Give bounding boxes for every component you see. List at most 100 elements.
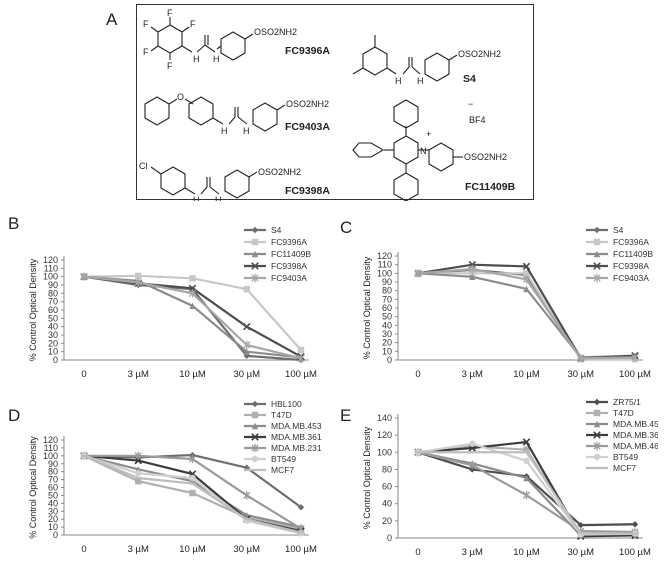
- chem-f-2: F: [190, 19, 196, 29]
- chart-b-series-4-point-2: [188, 289, 197, 298]
- chart-d-series-6-point-1: [135, 477, 142, 479]
- chart-d-series-4: [80, 451, 305, 533]
- chart-b-y-tick-label-10: 100: [43, 272, 58, 282]
- chart-b-y-tick-label-11: 110: [44, 263, 58, 273]
- chart-b-y-tick-label-7: 70: [48, 297, 58, 307]
- compound-label-s4: S4: [463, 73, 476, 85]
- chart-b-series-2-point-3: [243, 348, 250, 355]
- chart-c-y-tick-label-2: 20: [382, 338, 392, 348]
- chart-e-series-6-point-1: [469, 451, 476, 454]
- chart-e-x-tick-label-0: 0: [415, 547, 420, 558]
- fc9398a-structure: [150, 166, 258, 199]
- chart-d-legend-marker-0: [251, 400, 259, 408]
- chart-c-legend-marker-2: [593, 250, 601, 258]
- chem-cl: Cl: [139, 161, 148, 171]
- chart-d-y-tick-label-8: 80: [48, 467, 58, 477]
- chart-e-legend-marker-2: [593, 420, 601, 428]
- chart-c-series-2: [414, 270, 639, 361]
- chart-e-legend-label-1: T47D: [613, 408, 634, 418]
- chart-d-legend-label-5: BT549: [271, 454, 296, 464]
- chart-d-y-tick-label-4: 40: [48, 498, 58, 508]
- chart-d-y-tick-label-10: 100: [43, 451, 58, 461]
- chart-c-y-tick-label-9: 90: [382, 277, 392, 287]
- chart-d-legend-marker-6: [251, 469, 259, 471]
- chart-c-y-tick-label-3: 30: [382, 329, 392, 339]
- chart-e-series-5-point-1: [469, 440, 476, 447]
- chart-e-legend-marker-3: [593, 431, 601, 439]
- chart-b-y-tick-label-0: 0: [53, 355, 58, 365]
- panel-label-b: B: [8, 214, 20, 233]
- chart-b-legend-label-3: FC9398A: [271, 261, 307, 271]
- chart-e-series-0-point-1: [469, 466, 476, 473]
- chart-d-series-6-point-4: [297, 531, 305, 534]
- panel-label-d: D: [8, 406, 21, 425]
- chart-e-legend-marker-4: [593, 441, 601, 451]
- chart-e-y-tick-label-6: 120: [377, 430, 392, 440]
- chart-c-series-1: [414, 270, 639, 363]
- chart-d-legend-label-6: MCF7: [271, 465, 294, 475]
- chart-b-legend-label-1: FC9396A: [271, 237, 307, 247]
- chart-d-y-axis-title: % Control Optical Density: [28, 436, 38, 539]
- chart-b-x-tick-label-0: 0: [81, 369, 86, 380]
- chart-c-legend-label-4: FC9403A: [613, 273, 649, 283]
- chart-c-series-4-point-1: [468, 264, 476, 274]
- chart-d-y-tick-label-12: 120: [43, 435, 58, 445]
- chart-d-y-tick-label-5: 50: [48, 490, 58, 500]
- chart-c-y-tick-label-12: 120: [377, 251, 392, 261]
- chart-d-legend-label-0: HBL100: [271, 399, 302, 409]
- compound-label-fc9398a: FC9398A: [285, 185, 330, 197]
- chart-b-y-tick-label-3: 30: [48, 330, 58, 340]
- chart-d-series-1-point-2: [189, 489, 196, 497]
- chem-nh-2: H: [213, 54, 220, 64]
- chem-n-plus: N: [420, 146, 427, 156]
- chart-e-y-tick-label-1: 20: [382, 516, 392, 526]
- chart-d-series-6-point-0: [80, 454, 88, 457]
- chem-sulfamate-3: OSO2NH2: [286, 99, 329, 109]
- chart-c-legend-marker-3: [593, 262, 601, 270]
- chart-b-series-4-point-0: [80, 272, 88, 281]
- chart-c-legend-marker-0: [593, 226, 601, 234]
- chart-e-legend-label-2: MDA.MB.453: [613, 419, 658, 429]
- chart-d-series-6: [80, 454, 305, 534]
- chart-b-y-tick-label-1: 10: [48, 347, 58, 357]
- chart-d-series-5-point-2: [189, 474, 196, 482]
- chart-b-series-0: [80, 273, 305, 364]
- compound-label-fc9396a: FC9396A: [285, 45, 330, 57]
- chart-b-x-tick-label-1: 3 µM: [128, 369, 149, 380]
- chart-c-y-tick-label-4: 40: [382, 320, 392, 330]
- chart-d-x-tick-label-2: 10 µM: [179, 544, 206, 555]
- chart-c-legend-label-3: FC9398A: [613, 261, 649, 271]
- chem-f-5: F: [167, 61, 173, 71]
- chart-d-y-tick-label-0: 0: [53, 530, 58, 540]
- chart-b-series-1-point-4: [297, 346, 305, 354]
- fc11409b-structure: [352, 99, 463, 201]
- chart-c-legend-label-0: S4: [613, 225, 624, 235]
- chem-f-1: F: [167, 8, 173, 18]
- chart-e-x-tick-label-4: 100 µM: [619, 547, 651, 558]
- chart-e-series-0-point-3: [577, 521, 584, 529]
- chart-e-series-3-point-2: [522, 438, 531, 446]
- chem-plus: +: [426, 129, 431, 139]
- chart-c-y-tick-label-11: 110: [378, 260, 392, 270]
- panel-label-e: E: [340, 406, 352, 425]
- chart-e-series-6-point-3: [577, 531, 584, 534]
- panel-label-a: A: [106, 10, 118, 29]
- chart-b-y-tick-label-4: 40: [48, 322, 58, 332]
- chem-o-ether: O: [177, 92, 184, 102]
- chart-d-legend-marker-1: [251, 411, 259, 419]
- chart-c-legend-label-2: FC11409B: [613, 249, 653, 259]
- compound-label-fc11409b: FC11409B: [465, 181, 516, 193]
- chart-e-y-tick-label-5: 100: [377, 447, 392, 457]
- chart-d-legend-marker-2: [251, 422, 259, 430]
- chart-b-legend-label-2: FC11409B: [271, 249, 311, 259]
- chart-c-y-tick-label-5: 50: [382, 312, 392, 322]
- chem-nh-3: H: [395, 76, 402, 86]
- chart-c-x-tick-label-0: 0: [415, 369, 420, 380]
- chart-e-series-6-point-2: [523, 451, 530, 454]
- chart-d-legend-label-3: MDA.MB.361: [271, 432, 322, 442]
- chart-c-y-axis-title: % Control Optical Density: [362, 256, 372, 359]
- chem-sulfamate-5: OSO2NH2: [464, 152, 507, 162]
- chem-nh-7: H: [193, 195, 200, 201]
